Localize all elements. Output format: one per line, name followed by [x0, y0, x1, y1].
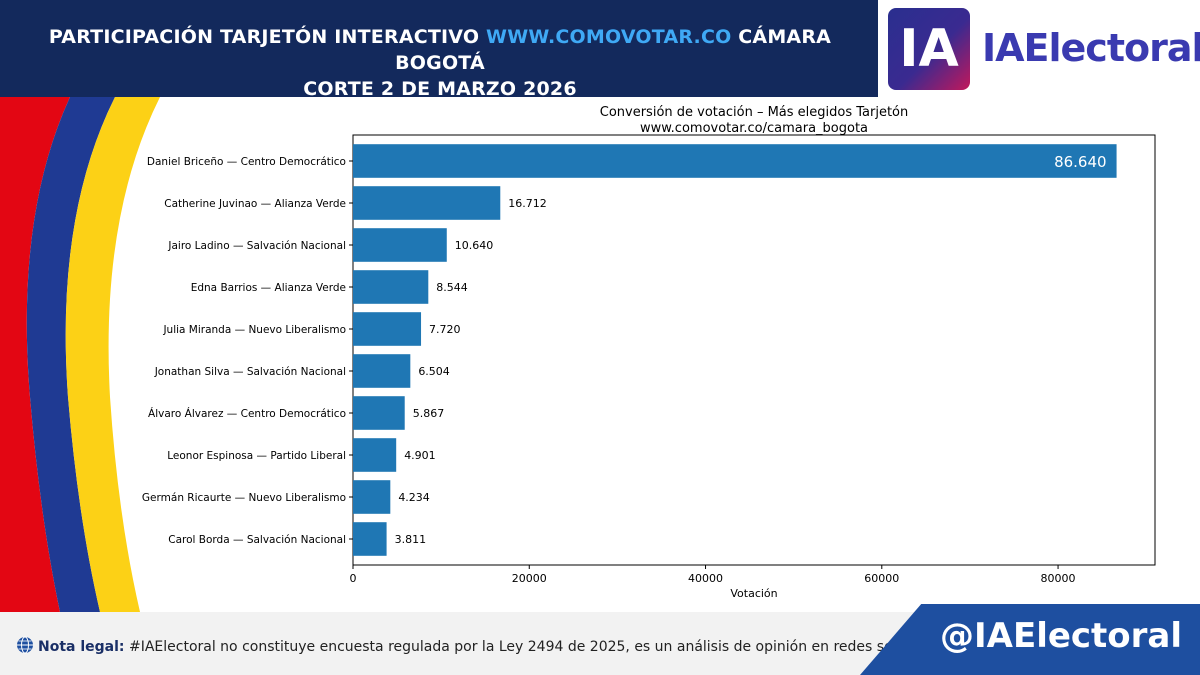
- x-tick-label: 80000: [1041, 572, 1076, 585]
- bar-8: [353, 480, 391, 514]
- logo: IA IAElectoral: [878, 0, 1200, 97]
- category-label: Catherine Juvinao — Alianza Verde: [164, 198, 346, 210]
- logo-mark: IA: [888, 8, 970, 90]
- legal-note: Nota legal: #IAElectoral no constituye e…: [16, 636, 985, 655]
- category-label: Álvaro Álvarez — Centro Democrático: [148, 407, 346, 420]
- value-label: 10.640: [455, 239, 494, 252]
- chart-title: Conversión de votación – Más elegidos Ta…: [600, 105, 909, 120]
- bar-1: [353, 186, 501, 220]
- flag-stripes-decoration: [0, 97, 160, 612]
- x-tick-label: 0: [350, 572, 357, 585]
- category-label: Carol Borda — Salvación Nacional: [168, 534, 346, 546]
- bar-5: [353, 354, 411, 388]
- value-label: 4.234: [398, 491, 430, 504]
- x-tick-label: 40000: [688, 572, 723, 585]
- title-part-1: PARTICIPACIÓN TARJETÓN INTERACTIVO: [48, 26, 487, 48]
- bar-2: [353, 228, 447, 262]
- category-label: Jairo Ladino — Salvación Nacional: [167, 240, 346, 252]
- bar-4: [353, 312, 422, 346]
- logo-name: IAElectoral: [982, 26, 1200, 70]
- bar-3: [353, 270, 429, 304]
- bar-6: [353, 396, 405, 430]
- x-axis-label: Votación: [730, 587, 777, 600]
- value-label: 86.640: [1054, 153, 1107, 171]
- value-label: 3.811: [395, 533, 427, 546]
- category-label: Jonathan Silva — Salvación Nacional: [154, 366, 346, 378]
- bar-chart: Conversión de votación – Más elegidos Ta…: [142, 105, 1156, 600]
- x-tick-label: 20000: [512, 572, 547, 585]
- header-title: PARTICIPACIÓN TARJETÓN INTERACTIVO WWW.C…: [30, 24, 850, 102]
- legal-text: #IAElectoral no constituye encuesta regu…: [124, 639, 985, 655]
- category-label: Julia Miranda — Nuevo Liberalismo: [162, 324, 346, 336]
- title-url: WWW.COMOVOTAR.CO: [486, 26, 732, 48]
- value-label: 7.720: [429, 323, 461, 336]
- category-label: Edna Barrios — Alianza Verde: [191, 282, 346, 294]
- bar-9: [353, 522, 387, 556]
- value-label: 6.504: [418, 365, 450, 378]
- value-label: 5.867: [413, 407, 445, 420]
- globe-icon: [17, 636, 33, 654]
- header-subtitle: CORTE 2 DE MARZO 2026: [303, 78, 577, 100]
- category-label: Germán Ricaurte — Nuevo Liberalismo: [142, 492, 346, 504]
- chart-subtitle: www.comovotar.co/camara_bogota: [640, 121, 868, 136]
- legal-label: Nota legal:: [38, 639, 125, 655]
- value-label: 8.544: [436, 281, 468, 294]
- bar-0: [353, 144, 1117, 178]
- social-handle: @IAElectoral: [940, 616, 1183, 656]
- handle-banner: [860, 604, 1200, 675]
- value-label: 4.901: [404, 449, 436, 462]
- value-label: 16.712: [508, 197, 547, 210]
- bar-7: [353, 438, 397, 472]
- category-label: Daniel Briceño — Centro Democrático: [147, 156, 346, 168]
- title-part-2: CÁMARA BOGOTÁ: [395, 26, 832, 74]
- category-label: Leonor Espinosa — Partido Liberal: [167, 450, 346, 462]
- x-tick-label: 60000: [864, 572, 899, 585]
